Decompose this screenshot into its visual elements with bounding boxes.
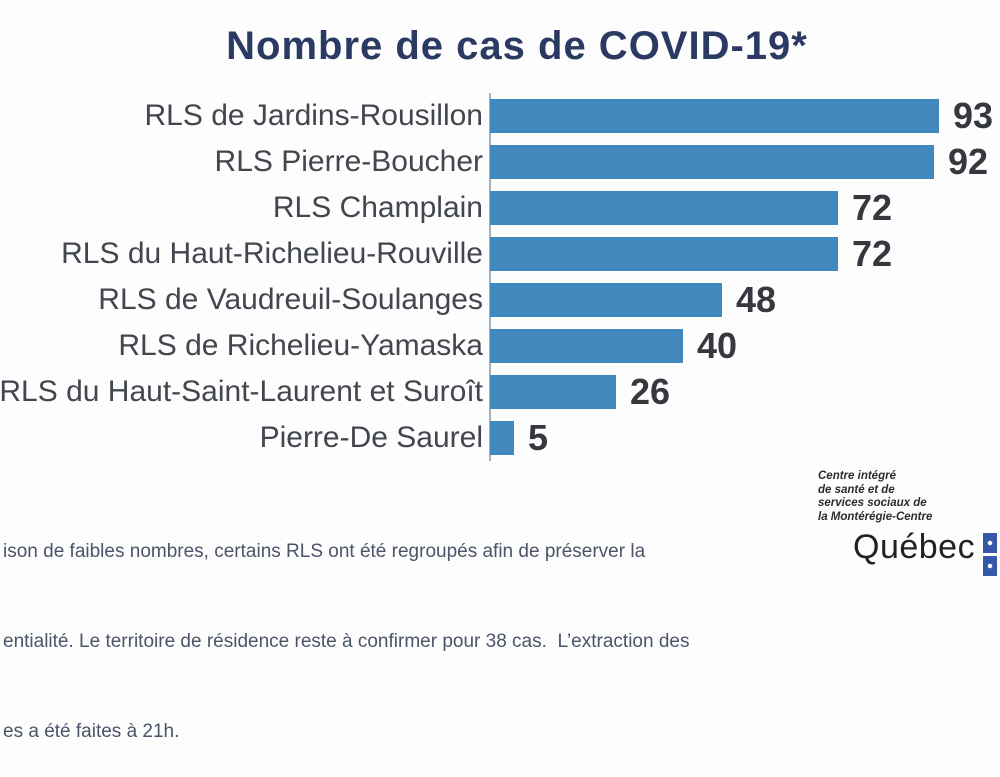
value-label: 48 (736, 279, 777, 320)
category-label: RLS Pierre-Boucher (214, 145, 483, 178)
category-label: RLS du Haut-Saint-Laurent et Suroît (0, 375, 483, 408)
category-label: RLS du Haut-Richelieu-Rouville (61, 237, 483, 270)
org-name-line: services sociaux de (818, 497, 927, 509)
bar (490, 99, 939, 133)
chart-row: RLS de Richelieu-Yamaska 40 (0, 323, 1000, 369)
value-label: 5 (528, 417, 549, 458)
footnote-line: entialité. Le territoire de résidence re… (3, 631, 690, 652)
value-label: 72 (852, 187, 893, 228)
cisss-monteregie-centre-logo: Centre intégré de santé et de services s… (818, 470, 1000, 524)
value-label: 72 (852, 233, 893, 274)
chart-row: Pierre-De Saurel 5 (0, 415, 1000, 461)
value-label: 93 (953, 95, 994, 136)
bar (490, 283, 722, 317)
value-label: 26 (630, 371, 671, 412)
chart-row: RLS du Haut-Richelieu-Rouville 72 (0, 231, 1000, 277)
footnote: ison de faibles nombres, certains RLS on… (3, 477, 689, 777)
category-label: RLS de Vaudreuil-Soulanges (98, 283, 483, 316)
bar (490, 375, 616, 409)
value-label: 40 (697, 325, 738, 366)
bar (490, 145, 934, 179)
bar (490, 191, 838, 225)
footnote-line: ison de faibles nombres, certains RLS on… (3, 541, 646, 562)
bar-chart: RLS de Jardins-Rousillon 93 RLS Pierre-Bou… (0, 93, 1000, 461)
value-label: 92 (948, 141, 989, 182)
chart-row: RLS Champlain 72 (0, 185, 1000, 231)
org-name-line: de santé et de (818, 483, 895, 496)
y-axis-line (489, 93, 491, 461)
chart-title: Nombre de cas de COVID-19* (226, 24, 808, 68)
chart-row: RLS Pierre-Boucher 92 (0, 139, 1000, 185)
chart-row: RLS du Haut-Saint-Laurent et Suroît 26 (0, 369, 1000, 415)
quebec-wordmark: Québec (853, 528, 976, 566)
footnote-line: es a été faites à 21h. (3, 721, 180, 742)
category-label: RLS Champlain (272, 191, 483, 224)
category-label: RLS de Richelieu-Yamaska (118, 329, 483, 362)
category-label: RLS de Jardins-Rousillon (144, 99, 484, 132)
bar (490, 421, 514, 455)
category-label: Pierre-De Saurel (259, 421, 483, 454)
org-name-line: la Montérégie-Centre (818, 510, 933, 523)
chart-row: RLS de Vaudreuil-Soulanges 48 (0, 277, 1000, 323)
quebec-flag-icon (983, 533, 1000, 576)
org-name-line: Centre intégré (818, 470, 896, 482)
bar (490, 237, 838, 271)
infographic-canvas: { "title": "Nombre de cas de COVID-19*",… (0, 24, 1000, 742)
chart-row: RLS de Jardins-Rousillon 93 (0, 93, 1000, 139)
chart-rows: RLS de Jardins-Rousillon 93 RLS Pierre-Bou… (0, 93, 1000, 461)
bar (490, 329, 683, 363)
